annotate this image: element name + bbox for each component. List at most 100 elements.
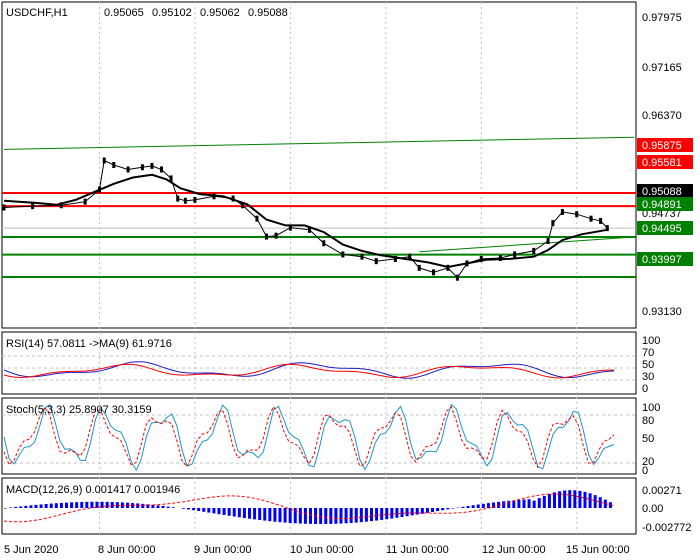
macd-bar [532, 500, 536, 508]
current-price-tag [637, 184, 693, 198]
macd-bar [517, 499, 521, 508]
macd-bar [334, 508, 338, 524]
macd-bar [420, 508, 424, 514]
level-tag-green [637, 197, 693, 211]
macd-bar [527, 499, 531, 508]
macd-bar [359, 508, 363, 523]
price-candle [2, 204, 6, 211]
price-candle [241, 202, 245, 209]
macd-bar [471, 505, 475, 508]
macd-bar [583, 491, 587, 508]
macd-bar [309, 508, 312, 524]
stoch-tick: 100 [642, 402, 660, 414]
macd-bar [258, 508, 262, 521]
macd-bar [212, 508, 216, 514]
stoch-tick: 50 [642, 433, 654, 445]
macd-bar [110, 501, 114, 508]
macd-bar [415, 508, 419, 515]
macd-bar [202, 508, 206, 512]
macd-tick: 0.00271 [642, 485, 682, 497]
level-label: 0.94495 [642, 223, 682, 235]
macd-bar [481, 503, 485, 508]
macd-bar [65, 502, 68, 508]
rsi-line [3, 361, 615, 379]
macd-bar [512, 500, 516, 508]
price-candle [102, 157, 106, 164]
macd-bar [288, 508, 292, 523]
price-candle [551, 220, 555, 227]
level-label: 0.95581 [642, 157, 682, 169]
macd-bar [34, 504, 38, 508]
macd-bar [380, 508, 384, 520]
macd-bar [100, 501, 104, 508]
macd-bar [141, 503, 145, 508]
macd-bar [395, 508, 399, 518]
price-candle [532, 247, 536, 254]
time-label: 5 Jun 2020 [4, 544, 58, 556]
price-candle [169, 175, 173, 182]
macd-bar [410, 508, 414, 516]
level-tag-green [637, 252, 693, 266]
level-label: 0.94891 [642, 199, 682, 211]
macd-bar [232, 508, 236, 517]
macd-bar [547, 493, 551, 508]
price-candle [288, 224, 292, 231]
macd-signal-line [3, 493, 615, 523]
trend-channel-line [3, 136, 635, 150]
macd-bar [59, 502, 63, 508]
stoch-k-line [3, 403, 615, 472]
macd-bar [319, 508, 323, 525]
macd-bar [24, 505, 28, 508]
rsi-tick: 70 [642, 347, 654, 359]
macd-bar [4, 508, 7, 509]
price-candle [176, 195, 180, 202]
macd-bar [95, 501, 99, 508]
macd-bar [573, 490, 577, 508]
macd-bar [187, 508, 190, 510]
macd-bar [105, 501, 109, 508]
macd-bar [502, 501, 506, 508]
price-candle [59, 202, 63, 209]
stoch-panel [1, 397, 637, 475]
macd-bar [344, 508, 348, 524]
macd-bar [273, 508, 277, 522]
rsi-tick: 0 [642, 383, 648, 395]
price-candle [341, 251, 345, 258]
trend-channel-line [419, 236, 635, 253]
macd-bar [400, 508, 404, 518]
level-label: 0.93997 [642, 254, 682, 266]
macd-bar [364, 508, 368, 522]
price-candle [183, 197, 187, 204]
macd-bar [542, 495, 546, 508]
macd-bar [441, 508, 445, 511]
symbol-title: USDCHF,H1 [6, 7, 68, 19]
macd-bar [151, 504, 155, 508]
macd-bar [563, 490, 567, 508]
macd-bar [75, 502, 79, 508]
macd-bar [385, 508, 389, 520]
price-candle [322, 240, 326, 247]
price-candle [513, 251, 517, 258]
macd-bar [522, 499, 526, 508]
price-tick: 0.97165 [642, 62, 682, 74]
price-candle [360, 253, 364, 260]
macd-tick: -0.002772 [642, 522, 692, 534]
macd-bar [324, 508, 328, 525]
price-candle [140, 164, 144, 171]
macd-bar [242, 508, 246, 519]
price-candle [126, 166, 130, 173]
macd-bar [278, 508, 282, 523]
price-candle [432, 269, 436, 276]
price-candle [393, 255, 397, 262]
price-candle [479, 255, 483, 262]
macd-bar [568, 490, 572, 508]
macd-bar [207, 508, 211, 513]
price-candle [417, 264, 421, 271]
macd-bar [263, 508, 267, 521]
price-candle [575, 211, 579, 218]
macd-bar [354, 508, 358, 523]
macd-bar [303, 508, 307, 524]
ohlc-high: 0.95102 [152, 7, 192, 19]
macd-bar [405, 508, 409, 517]
